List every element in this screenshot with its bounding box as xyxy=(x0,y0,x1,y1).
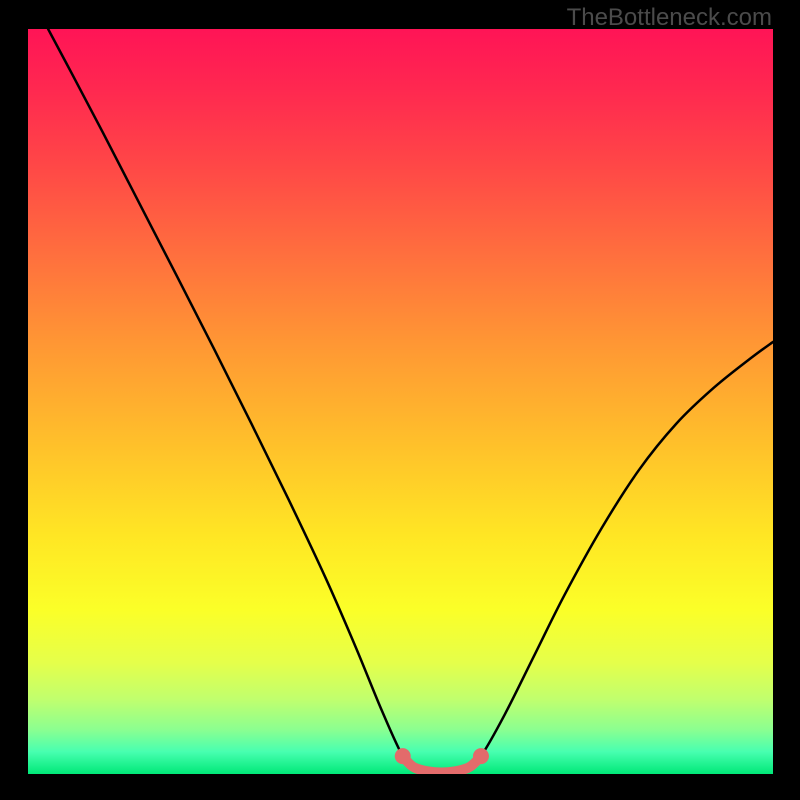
bottleneck-chart xyxy=(0,0,800,800)
chart-stage: TheBottleneck.com xyxy=(0,0,800,800)
plot-gradient xyxy=(28,29,773,774)
optimal-range-marker xyxy=(473,748,489,764)
optimal-range-marker xyxy=(395,748,411,764)
